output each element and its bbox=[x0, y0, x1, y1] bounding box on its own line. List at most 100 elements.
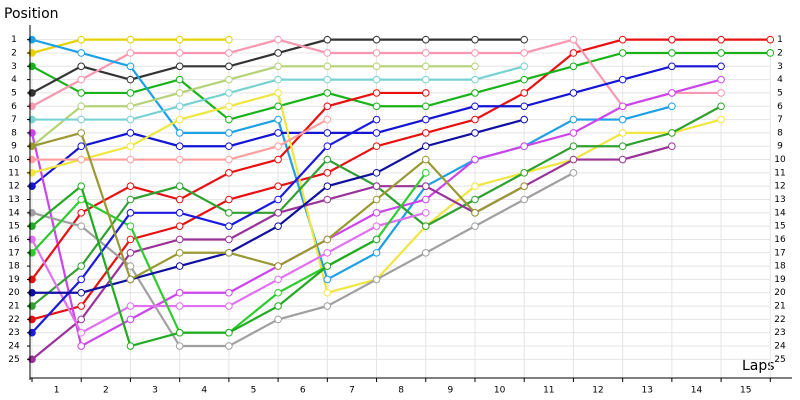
point bbox=[323, 235, 332, 244]
point bbox=[323, 302, 332, 310]
point bbox=[126, 342, 135, 350]
point bbox=[717, 102, 725, 111]
y-tick-label: 25 bbox=[8, 355, 19, 365]
series-line bbox=[31, 51, 771, 121]
point bbox=[274, 222, 282, 230]
y-tick-label: 10 bbox=[8, 155, 20, 165]
point bbox=[175, 35, 184, 44]
point bbox=[77, 102, 86, 111]
point bbox=[175, 129, 184, 137]
y-tick-label-right: 22 bbox=[774, 315, 785, 325]
y-tick-label-right: 9 bbox=[777, 142, 783, 152]
point bbox=[126, 89, 135, 97]
point bbox=[421, 89, 430, 97]
point bbox=[372, 195, 381, 204]
point bbox=[77, 195, 86, 204]
point bbox=[175, 209, 184, 217]
point bbox=[225, 129, 233, 137]
y-tick-label: 11 bbox=[8, 168, 19, 178]
point bbox=[668, 62, 676, 71]
point bbox=[126, 302, 135, 310]
point bbox=[323, 75, 332, 84]
y-tick-label-right: 18 bbox=[774, 262, 786, 272]
point bbox=[274, 89, 282, 97]
y-tick-label-right: 1 bbox=[777, 35, 783, 45]
point bbox=[421, 248, 430, 257]
point bbox=[668, 102, 676, 111]
point bbox=[77, 62, 86, 71]
point bbox=[766, 49, 775, 57]
point bbox=[126, 235, 135, 244]
point bbox=[274, 62, 282, 71]
point bbox=[274, 155, 282, 164]
point bbox=[569, 35, 578, 44]
point bbox=[175, 342, 184, 350]
point bbox=[471, 49, 479, 57]
point bbox=[618, 155, 627, 164]
y-tick-label-right: 17 bbox=[774, 248, 785, 258]
point bbox=[569, 115, 578, 124]
y-tick-label-right: 5 bbox=[777, 88, 783, 98]
point bbox=[77, 262, 86, 270]
point bbox=[372, 182, 381, 190]
point bbox=[77, 155, 86, 164]
point bbox=[323, 248, 332, 257]
point bbox=[618, 102, 627, 111]
point bbox=[569, 89, 578, 97]
point bbox=[274, 182, 282, 190]
point bbox=[274, 288, 282, 297]
point bbox=[77, 142, 86, 151]
y-tick-label: 13 bbox=[8, 195, 19, 205]
point bbox=[421, 129, 430, 137]
y-tick-label-right: 6 bbox=[777, 102, 783, 112]
x-tick-label: 6 bbox=[300, 386, 306, 396]
point bbox=[471, 102, 479, 111]
point bbox=[323, 35, 332, 44]
point bbox=[323, 142, 332, 151]
point bbox=[471, 89, 479, 97]
point bbox=[323, 129, 332, 137]
point bbox=[225, 302, 233, 310]
y-tick-label: 21 bbox=[8, 302, 19, 312]
point bbox=[520, 182, 529, 190]
point bbox=[274, 275, 282, 284]
x-tick-label: 7 bbox=[349, 386, 355, 396]
point bbox=[274, 102, 282, 111]
point bbox=[372, 142, 381, 151]
point bbox=[520, 115, 529, 124]
y-tick-label: 22 bbox=[8, 315, 19, 325]
point bbox=[175, 115, 184, 124]
y-tick-label: 15 bbox=[8, 222, 19, 232]
point bbox=[372, 129, 381, 137]
point bbox=[274, 209, 282, 217]
point bbox=[225, 142, 233, 151]
point bbox=[126, 102, 135, 111]
point bbox=[471, 129, 479, 137]
point bbox=[520, 49, 529, 57]
point bbox=[323, 62, 332, 71]
point bbox=[126, 142, 135, 151]
point bbox=[323, 288, 332, 297]
point bbox=[175, 195, 184, 204]
point bbox=[175, 155, 184, 164]
point bbox=[372, 235, 381, 244]
point bbox=[77, 315, 86, 324]
y-tick-label: 12 bbox=[8, 182, 19, 192]
y-tick-label: 3 bbox=[11, 62, 17, 72]
point bbox=[175, 262, 184, 270]
point bbox=[372, 222, 381, 230]
point bbox=[225, 155, 233, 164]
point bbox=[274, 262, 282, 270]
y-tick-label: 5 bbox=[11, 88, 17, 98]
point bbox=[717, 62, 725, 71]
point bbox=[126, 275, 135, 284]
point bbox=[225, 75, 233, 84]
point bbox=[717, 75, 725, 84]
point bbox=[372, 275, 381, 284]
point bbox=[421, 155, 430, 164]
point bbox=[668, 129, 676, 137]
point bbox=[372, 169, 381, 177]
y-tick-label: 23 bbox=[8, 328, 19, 338]
point bbox=[77, 89, 86, 97]
point bbox=[668, 89, 676, 97]
